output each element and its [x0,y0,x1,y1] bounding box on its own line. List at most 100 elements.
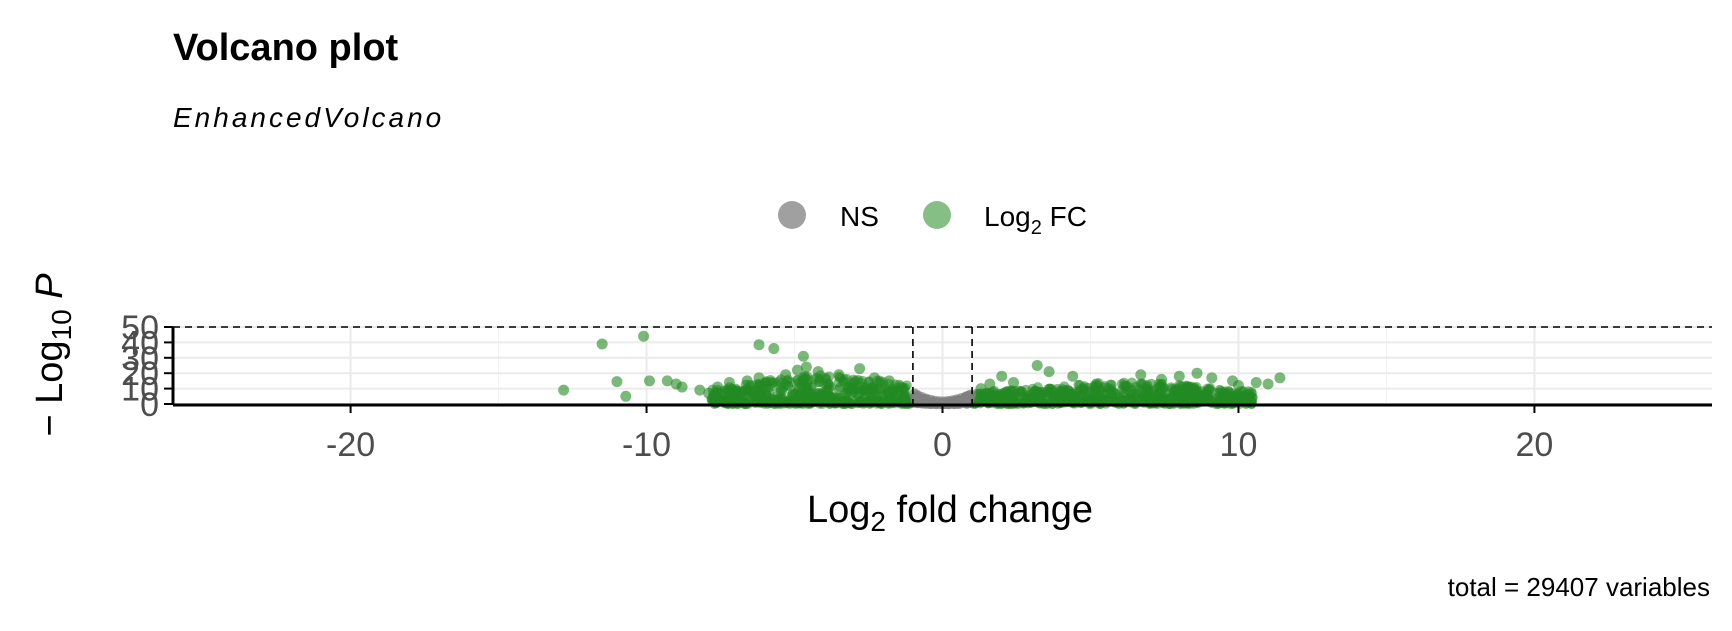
data-point [1032,387,1043,398]
data-point [1056,398,1067,409]
data-point [1156,373,1168,385]
data-point [865,395,876,406]
data-point [1191,367,1203,379]
data-point [996,370,1008,382]
data-point [812,366,824,378]
data-point [854,363,866,375]
data-point [779,379,790,390]
caption: total = 29407 variables [1448,572,1710,602]
data-point [1106,379,1117,390]
data-point [1043,366,1055,378]
data-point [712,381,724,393]
y-tick-label: 40 [121,324,159,362]
data-point [1168,387,1179,398]
cutoff-lines [173,326,1712,404]
data-point [768,377,779,388]
data-point [741,375,753,387]
data-point [1206,372,1218,384]
data-point [787,388,798,399]
chart-title: Volcano plot [173,27,399,69]
chart-subtitle: EnhancedVolcano [173,102,444,133]
data-point [802,382,813,393]
data-point [620,390,632,402]
data-point [779,398,790,409]
x-tick-label: 20 [1516,426,1554,464]
data-point [1235,386,1247,398]
data-point [1056,386,1067,397]
data-point [848,374,859,385]
data-point [676,381,688,393]
data-point [1173,370,1185,382]
data-point [824,379,835,390]
data-point [1111,392,1122,403]
data-point [1008,376,1020,388]
data-point [868,372,880,384]
data-point [1154,388,1165,399]
data-point [1189,386,1200,397]
data-point [975,383,987,395]
x-tick-label: -10 [622,426,671,464]
data-point [753,372,765,384]
data-point [800,361,812,373]
data-point [761,382,772,393]
data-point [1026,394,1037,405]
y-tick-label: 10 [121,371,159,409]
data-point [987,390,998,401]
grid [173,326,1712,405]
data-point [611,376,623,388]
data-point [1046,395,1057,406]
points [558,330,1286,410]
x-axis-title: Log2 fold change [807,489,1093,537]
data-point [813,376,824,387]
x-tick-label: 0 [933,426,952,464]
data-point [661,375,673,387]
x-tick-label: -20 [326,426,375,464]
data-point [1250,376,1262,388]
data-point [797,350,809,362]
data-point [1124,394,1135,405]
data-point [780,369,792,381]
data-point [1090,378,1102,390]
data-point [638,330,650,342]
legend-label-ns: NS [840,201,879,232]
data-point [1274,372,1286,384]
data-point [753,339,765,351]
y-tick-label: 50 [121,309,159,347]
data-point [882,385,893,396]
data-point [846,388,857,399]
data-point [900,390,911,401]
data-point [1007,385,1018,396]
data-point [703,387,715,399]
data-point [558,384,570,396]
data-point [643,375,655,387]
data-point [860,385,871,396]
x-ticks: -20 -10 0 10 20 [326,405,1553,464]
data-point [1131,388,1142,399]
data-point [984,378,996,390]
data-point [1200,390,1212,402]
data-point [883,375,895,387]
data-point [1218,389,1230,401]
legend-key-log2fc [923,201,951,229]
data-point [1168,395,1179,406]
data-point [1227,398,1238,409]
data-point [1074,380,1085,391]
data-point [895,381,907,393]
data-point [768,343,780,355]
data-point [834,382,845,393]
y-axis-title: − Log10 P [29,273,77,437]
data-point [723,376,735,388]
data-point [803,398,814,409]
y-tick-label: 20 [121,355,159,393]
data-point [1135,369,1147,381]
data-point [1031,360,1043,371]
x-tick-label: 10 [1220,426,1258,464]
y-tick-label: 0 [140,386,159,424]
legend: NS Log2 FC [778,201,1087,239]
data-point [852,398,863,409]
data-point [1262,378,1274,390]
data-point [882,398,893,409]
data-point [1181,380,1192,391]
